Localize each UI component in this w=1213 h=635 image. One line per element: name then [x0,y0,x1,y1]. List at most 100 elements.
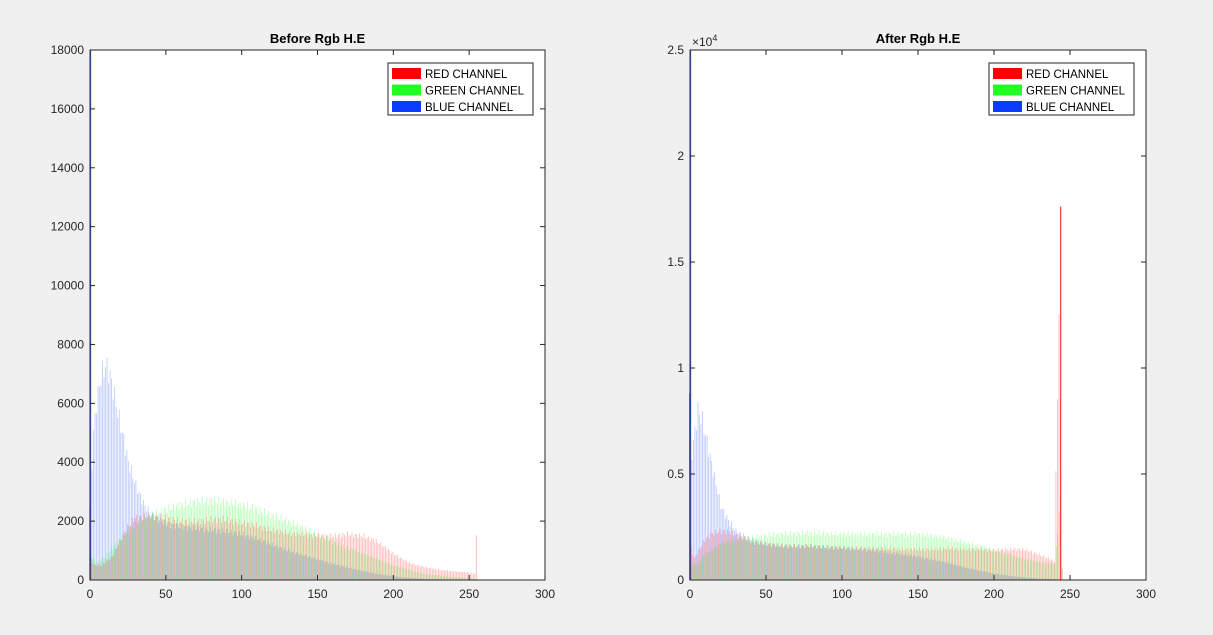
bar [767,544,769,580]
bar [854,549,856,580]
bar [373,558,375,580]
bar [174,519,175,580]
bar [309,556,311,580]
bar [416,564,418,580]
bar [835,531,837,580]
bar [380,541,382,580]
bar [792,547,794,580]
bar [1055,471,1057,580]
bar [737,538,739,580]
bar [329,562,331,580]
bar [234,518,236,580]
bar [114,386,116,580]
bar [837,536,838,580]
bar [268,543,270,580]
bar [177,516,178,580]
bar [884,550,886,580]
bar [989,547,990,580]
bar [811,532,813,580]
bar [816,548,818,580]
bar [932,538,934,580]
bar [1039,561,1041,580]
bar [902,532,904,580]
bar [735,528,737,580]
bar [824,536,826,580]
bar [423,573,425,580]
bar [1058,314,1060,580]
bar [1033,578,1035,580]
legend-label: BLUE CHANNEL [1026,102,1115,114]
bar [1032,554,1034,580]
bar [111,378,113,580]
bar [764,534,765,580]
bar [425,578,427,580]
bar [358,552,359,580]
bar [793,544,795,580]
bar [177,502,179,580]
x-tick-label: 250 [459,587,479,601]
bar [971,548,973,580]
bar [870,548,871,580]
bar [810,544,812,580]
bar [397,554,398,580]
bar [865,536,867,580]
bar [893,552,895,580]
bar [421,572,423,580]
bar [772,542,774,580]
histogram-bars [689,50,1064,580]
bar [829,547,831,580]
bar [286,534,288,580]
bar [1015,576,1017,580]
bar [767,537,768,580]
x-tick-label: 200 [383,587,403,601]
bar [318,560,320,580]
bar [264,540,266,580]
bar [925,557,927,580]
bar [361,571,363,580]
bar [254,507,256,580]
bar [438,569,439,580]
bar [822,545,824,580]
bar [958,541,960,580]
bar [739,536,741,580]
bar [816,548,817,580]
bar [265,544,267,580]
bar [703,434,705,580]
bar [378,544,380,580]
bar [795,547,797,580]
bar [906,534,908,580]
bar [928,537,930,580]
bar [847,546,849,580]
bar [348,550,350,580]
bar [802,530,803,580]
bar [351,532,353,580]
bar [711,460,713,580]
bar [274,533,276,580]
bar [946,561,948,580]
bar [374,542,376,580]
bar [424,567,426,580]
bar [885,546,887,580]
bar [695,564,697,580]
bar [174,528,176,580]
bar [376,573,378,580]
bar [1052,560,1054,580]
bar [237,524,239,580]
bar [165,514,166,580]
bar [898,553,900,580]
bar [881,531,882,580]
bar [833,534,835,580]
bar [305,554,307,580]
bar [176,523,178,580]
bar [309,527,311,580]
bar [759,540,761,580]
bar [202,527,204,580]
bar [398,567,400,580]
y-tick-label: 0 [677,573,684,587]
bar [441,575,443,580]
bar [341,565,343,580]
bar [324,539,326,580]
bar [273,514,274,580]
bar [180,523,182,580]
